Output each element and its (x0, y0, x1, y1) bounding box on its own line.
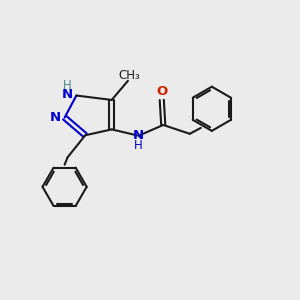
Text: N: N (50, 111, 61, 124)
Text: H: H (63, 79, 71, 92)
Text: N: N (133, 129, 144, 142)
Text: O: O (156, 85, 167, 98)
Text: CH₃: CH₃ (118, 69, 140, 82)
Text: H: H (134, 139, 142, 152)
Text: N: N (61, 88, 73, 100)
